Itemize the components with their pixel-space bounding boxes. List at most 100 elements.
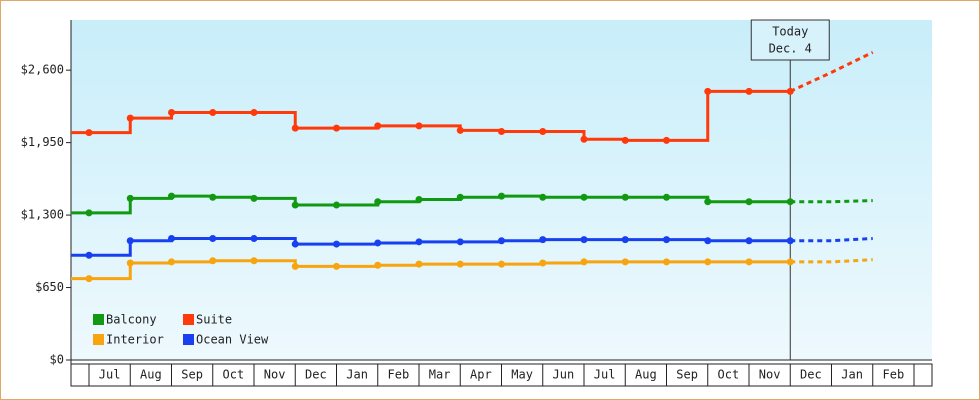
point [209, 193, 217, 201]
point [456, 126, 464, 134]
point [250, 234, 258, 242]
point [291, 124, 299, 132]
x-tick-label: Sep [181, 368, 203, 382]
today-label: Today [772, 25, 808, 39]
point [704, 237, 712, 245]
point [168, 258, 175, 266]
y-tick-label: $650 [35, 280, 64, 294]
point [209, 234, 217, 242]
point [663, 258, 670, 266]
x-tick-label: Feb [883, 368, 905, 382]
x-tick-label: Mar [429, 368, 451, 382]
plot-area [71, 20, 932, 360]
point [415, 260, 423, 268]
forecast-line [790, 199, 873, 204]
y-tick-label: $0 [50, 353, 64, 367]
point [415, 238, 423, 246]
point [333, 240, 340, 248]
point [580, 258, 588, 266]
legend-swatch [93, 334, 104, 345]
point [126, 259, 134, 267]
point [250, 257, 258, 265]
point [456, 193, 464, 201]
point [415, 122, 423, 130]
legend-label: Ocean View [196, 333, 269, 347]
point [745, 198, 753, 206]
x-tick-label: Nov [264, 368, 286, 382]
legend-swatch [183, 314, 194, 325]
point [580, 236, 588, 244]
point [621, 193, 629, 201]
point [498, 192, 505, 200]
point [126, 194, 134, 202]
point [745, 258, 753, 266]
point [291, 262, 299, 270]
point [333, 262, 340, 270]
today-box [750, 19, 830, 61]
point [539, 259, 547, 267]
point [209, 257, 217, 265]
x-tick-label: Jul [99, 368, 121, 382]
point [374, 198, 382, 206]
point [704, 87, 712, 95]
point [374, 239, 382, 247]
legend-swatch [93, 314, 104, 325]
x-tick-label: Sep [676, 368, 698, 382]
point [621, 236, 629, 244]
point [85, 129, 93, 137]
x-tick-label: Jan [346, 368, 368, 382]
x-tick-label: Oct [223, 368, 245, 382]
y-tick-label: $1,950 [21, 135, 64, 149]
point [580, 135, 588, 143]
point [704, 198, 712, 206]
point [539, 127, 547, 135]
x-tick-label: Nov [759, 368, 781, 382]
point [85, 251, 93, 259]
point [291, 240, 299, 248]
point [168, 234, 175, 242]
forecast-line [789, 50, 874, 93]
x-tick-label: May [511, 368, 533, 382]
point [498, 260, 505, 268]
x-tick-label: Oct [718, 368, 740, 382]
point [498, 127, 505, 135]
legend-label: Interior [106, 333, 164, 347]
point [745, 87, 753, 95]
point [456, 260, 464, 268]
point [250, 109, 258, 117]
point [168, 192, 175, 200]
point [621, 258, 629, 266]
point [168, 109, 175, 117]
point [333, 124, 340, 132]
x-tick-label: Jul [594, 368, 616, 382]
y-tick-label: $2,600 [21, 63, 64, 77]
legend-label: Suite [196, 313, 232, 327]
point [250, 194, 258, 202]
point [580, 193, 588, 201]
point [85, 275, 93, 283]
x-tick-label: Apr [470, 368, 492, 382]
point [498, 237, 505, 245]
x-tick-label: Dec [305, 368, 327, 382]
x-tick-label: Feb [388, 368, 410, 382]
x-tick-label: Aug [140, 368, 162, 382]
point [621, 136, 629, 144]
point [663, 193, 670, 201]
point [374, 261, 382, 269]
y-tick-label: $1,300 [21, 208, 64, 222]
point [374, 122, 382, 130]
point [456, 238, 464, 246]
x-tick-label: Jun [553, 368, 575, 382]
point [333, 201, 340, 209]
point [85, 209, 93, 217]
point [291, 201, 299, 209]
legend-swatch [183, 334, 194, 345]
today-label: Dec. 4 [769, 42, 812, 56]
point [415, 195, 423, 203]
point [126, 237, 134, 245]
point [663, 236, 670, 244]
point [745, 237, 753, 245]
x-tick-label: Aug [635, 368, 657, 382]
point [539, 236, 547, 244]
